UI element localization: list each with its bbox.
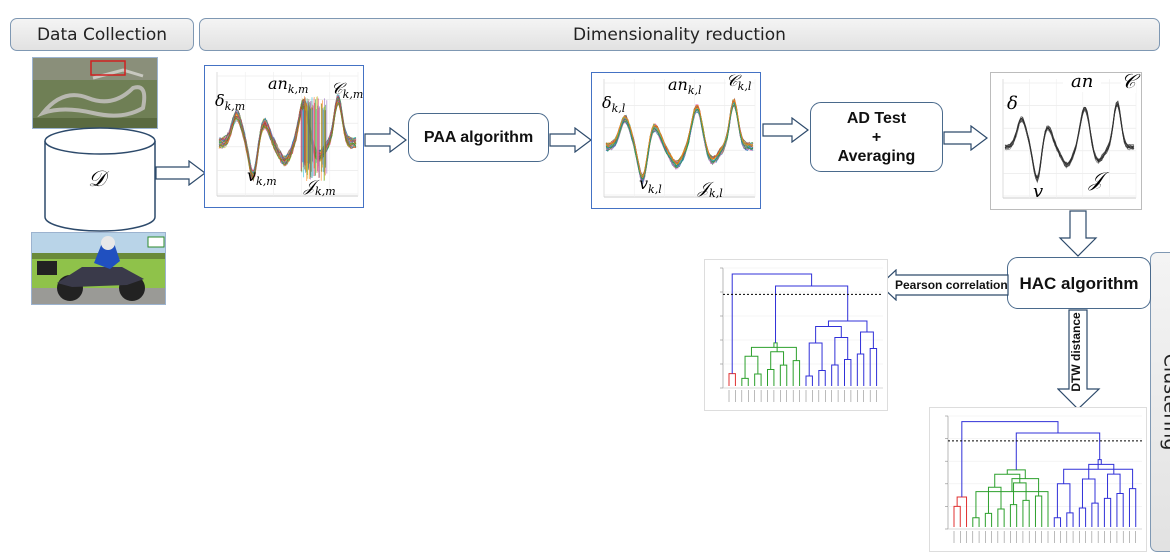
arrow-paa-to-reduced	[549, 127, 592, 153]
reduced-signals-panel: δk,l ank,l 𝒞k,l vk,l 𝒥k,l	[591, 72, 761, 209]
arrow-adtest-to-averaged	[943, 125, 988, 151]
v-km-label: vk,m	[247, 166, 277, 189]
arrow-db-to-raw-signals	[155, 160, 206, 186]
j-kl-label: 𝒥k,l	[698, 178, 723, 201]
dimensionality-reduction-header: Dimensionality reduction	[199, 18, 1160, 51]
dtw-dendrogram	[929, 407, 1147, 552]
an-kl-label: ank,l	[668, 75, 702, 98]
c-kl-label: 𝒞k,l	[726, 72, 752, 94]
ad-test-averaging-step: AD Test + Averaging	[810, 102, 943, 172]
delta-kl-label: δk,l	[602, 93, 626, 116]
track-aerial-photo	[32, 57, 158, 129]
arrow-averaged-to-hac	[1058, 210, 1098, 257]
c-km-label: 𝒞k,m	[331, 79, 364, 102]
arrow-hac-to-pearson-dendrogram	[879, 269, 1009, 301]
v-kl-label: vk,l	[639, 174, 662, 197]
arrow-raw-to-paa	[364, 127, 407, 153]
hac-algorithm-step: HAC algorithm	[1007, 257, 1151, 309]
pearson-dendrogram	[704, 259, 888, 411]
clustering-header: Clustering	[1150, 252, 1170, 552]
an-km-label: ank,m	[268, 74, 309, 97]
j-label: 𝒥	[1089, 167, 1103, 191]
v-label: v	[1033, 181, 1044, 202]
arrow-reduced-to-adtest	[762, 117, 809, 143]
arrow-hac-to-dtw-dendrogram	[1057, 309, 1101, 410]
delta-km-label: δk,m	[215, 91, 246, 114]
motorcycle-rider-photo	[31, 232, 166, 305]
dtw-distance-label: DTW distance	[1069, 312, 1083, 392]
dataset-database-icon: 𝒟	[44, 127, 156, 233]
an-label: an	[1063, 73, 1102, 92]
data-collection-header: Data Collection	[10, 18, 194, 51]
delta-label: δ	[1007, 93, 1018, 114]
paa-algorithm-step: PAA algorithm	[408, 113, 549, 162]
pearson-correlation-label: Pearson correlation	[895, 278, 1008, 292]
dataset-symbol: 𝒟	[88, 167, 106, 192]
c-label: 𝒞	[1121, 73, 1136, 93]
averaged-signals-panel: δ an 𝒞 v 𝒥	[990, 72, 1142, 210]
j-km-label: 𝒥k,m	[304, 176, 336, 199]
raw-signals-panel: δk,m ank,m 𝒞k,m vk,m 𝒥k,m	[204, 65, 364, 208]
